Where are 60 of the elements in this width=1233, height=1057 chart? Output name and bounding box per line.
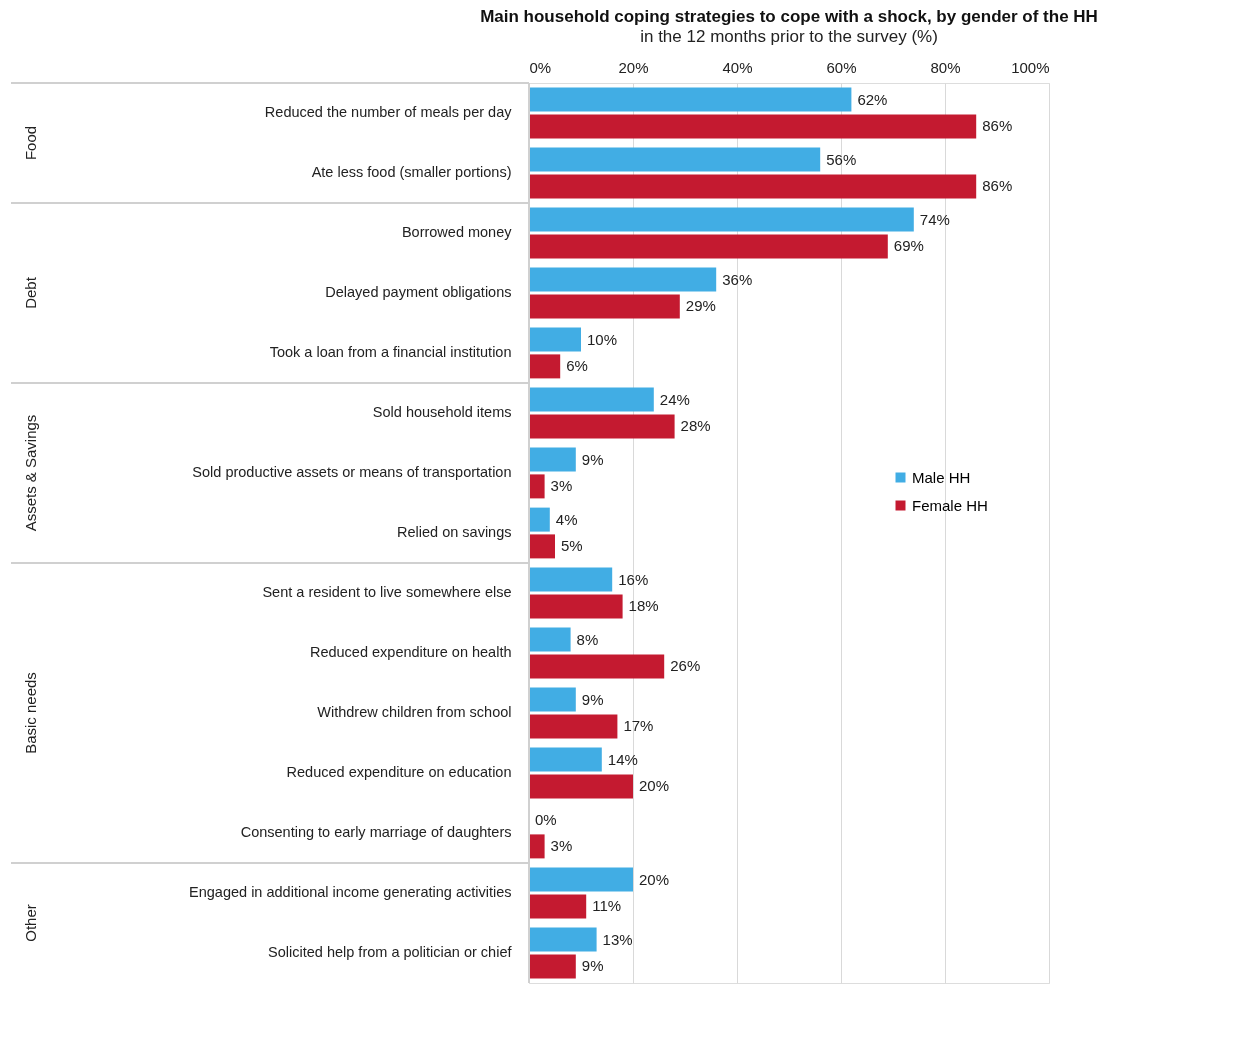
data-label: 9% <box>581 690 604 708</box>
y-tick-label: Sold household items <box>372 404 512 420</box>
data-label: 0% <box>535 810 557 828</box>
text: Basic needs <box>22 672 39 754</box>
data-label: 29% <box>685 297 716 315</box>
y-tick-label: Took a loan from a financial institution <box>269 344 512 360</box>
data-label: 11% <box>592 897 622 915</box>
text: Debt <box>22 276 39 309</box>
y-tick-label: Engaged in additional income generating activities <box>189 884 512 900</box>
data-label: 74% <box>919 210 950 228</box>
data-label: 9% <box>581 450 604 468</box>
chart-title: Main household coping strategies to cope with a shock, by gender of the HH <box>480 7 1098 26</box>
y-tick-label: Borrowed money <box>401 224 513 240</box>
data-label: 10% <box>587 330 618 348</box>
chart-subtitle: in the 12 months prior to the survey (%) <box>640 27 938 46</box>
y-tick-label: Reduced the number of meals per day <box>264 104 513 120</box>
data-label: 18% <box>628 597 659 615</box>
y-tick-label: Delayed payment obligations <box>325 284 512 300</box>
data-label: 13% <box>602 930 633 948</box>
data-label: 24% <box>659 390 690 408</box>
data-label: 6% <box>566 357 588 375</box>
data-label: 9% <box>581 957 604 975</box>
data-label: 16% <box>618 570 649 588</box>
x-tick-label: 0% <box>529 58 552 76</box>
data-label: 4% <box>555 510 578 528</box>
text: Food <box>22 125 39 161</box>
data-label: 3% <box>550 837 573 855</box>
data-label: 69% <box>893 237 924 255</box>
data-label: 20% <box>639 777 670 795</box>
y-tick-label: Relied on savings <box>397 524 512 540</box>
y-tick-label: Ate less food (smaller portions) <box>311 164 512 180</box>
text: Other <box>22 904 39 942</box>
x-tick-label: 100% <box>1011 58 1050 76</box>
x-tick-label: 40% <box>722 58 753 76</box>
x-tick-label: 60% <box>826 58 857 76</box>
y-tick-label: Withdrew children from school <box>317 704 512 720</box>
x-tick-label: 20% <box>618 58 649 76</box>
data-label: 8% <box>576 630 599 648</box>
x-tick-label: 80% <box>930 58 961 76</box>
text: Assets & Savings <box>22 414 39 532</box>
data-label: 28% <box>680 417 711 435</box>
data-label: 86% <box>982 117 1013 135</box>
data-label: 86% <box>982 177 1013 195</box>
data-label: 17% <box>623 717 654 735</box>
legend-label: Female HH <box>912 496 988 514</box>
data-label: 56% <box>826 150 857 168</box>
data-label: 20% <box>639 870 670 888</box>
data-label: 62% <box>857 90 888 108</box>
y-tick-label: Solicited help from a politician or chief <box>268 944 513 960</box>
legend-label: Male HH <box>912 468 971 486</box>
y-tick-label: Reduced expenditure on health <box>309 644 512 660</box>
y-tick-label: Sent a resident to live somewhere else <box>262 584 512 600</box>
y-tick-label: Reduced expenditure on education <box>286 764 512 780</box>
data-label: 14% <box>607 750 638 768</box>
data-label: 5% <box>561 537 583 555</box>
y-tick-label: Consenting to early marriage of daughters <box>240 824 512 840</box>
data-label: 26% <box>670 657 701 675</box>
y-tick-label: Sold productive assets or means of transportation <box>192 464 512 480</box>
data-label: 3% <box>550 477 573 495</box>
data-label: 36% <box>722 270 753 288</box>
